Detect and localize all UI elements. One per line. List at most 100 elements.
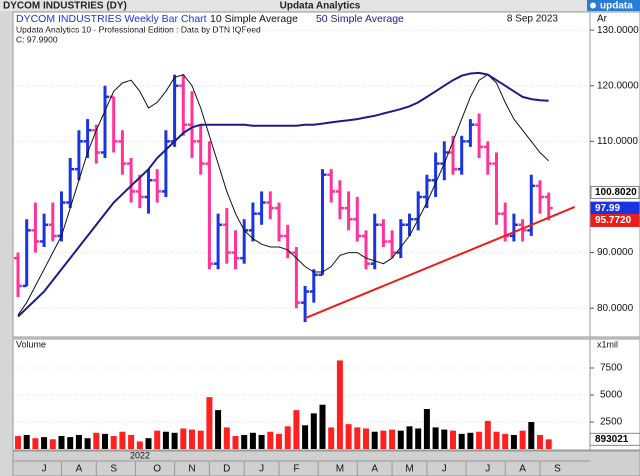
volume-bar (302, 425, 309, 449)
volume-bar (363, 428, 369, 449)
y-tick-label: 7500 (600, 363, 623, 374)
volume-bar (84, 438, 91, 449)
close-label: C: 97.9900 (16, 34, 58, 44)
axis-tag: Ar (597, 14, 608, 25)
volume-bar (93, 432, 100, 449)
x-tick-label: M (336, 464, 344, 475)
x-tick-label: A (76, 464, 83, 475)
x-tick-label: O (153, 464, 161, 475)
volume-bar (537, 434, 543, 449)
y-tick-label: 5000 (600, 390, 623, 401)
volume-bar (354, 427, 361, 449)
volume-panel (12, 338, 591, 451)
volume-bar (336, 360, 343, 449)
y-tick-label: 130.0000 (597, 25, 639, 36)
trend-line (304, 206, 576, 320)
volume-bar (528, 422, 535, 449)
volume-bar (371, 431, 378, 449)
title-bar (0, 0, 640, 11)
volume-bar (493, 431, 500, 449)
legend-entry: 10 Simple Average (210, 13, 298, 25)
volume-bar (276, 433, 282, 449)
volume-bar (510, 434, 517, 449)
volume-bar (110, 436, 117, 449)
y-tick-label: 80.0000 (597, 303, 634, 314)
volume-bar (328, 427, 335, 449)
volume-bar (293, 410, 300, 449)
volume-bar (476, 431, 483, 449)
volume-bar (145, 438, 152, 449)
x-tick-label: D (223, 464, 230, 475)
brand-name: updata (600, 1, 633, 12)
volume-bar (136, 441, 143, 449)
volume-marker (589, 432, 640, 446)
volume-bar (458, 433, 465, 449)
x-tick-label: J (442, 464, 447, 475)
volume-title: Volume (16, 339, 46, 349)
price-marker (590, 186, 640, 200)
volume-bar (189, 429, 195, 449)
volume-bar (258, 434, 265, 449)
volume-bar (319, 404, 326, 449)
volume-bar (223, 427, 230, 449)
volume-bar (267, 431, 274, 449)
volume-bar (397, 430, 404, 449)
volume-bar (75, 434, 82, 449)
y-tick-label: 110.0000 (597, 136, 638, 147)
volume-bar (519, 430, 526, 449)
subtitle: Updata Analytics 10 - Professional Editi… (16, 24, 261, 34)
volume-bar (241, 434, 248, 449)
price-marker-label: 95.7720 (595, 215, 632, 226)
volume-bar (502, 433, 509, 449)
y-tick-label: 90.0000 (597, 247, 634, 258)
y-tick-label: 2500 (600, 417, 623, 428)
legend-entry: 50 Simple Average (316, 13, 404, 25)
volume-bar (15, 436, 21, 449)
volume-bar (467, 432, 474, 449)
volume-bar (345, 424, 352, 449)
symbol: DYCOM INDUSTRIES Weekly Bar Chart (16, 13, 207, 25)
volume-bar (215, 410, 222, 449)
y-tick-label: 120.0000 (597, 80, 639, 91)
volume-bar (180, 428, 187, 449)
price-marker-label: 97.99 (595, 203, 620, 214)
volume-bar (162, 431, 169, 449)
volume-bar (432, 427, 439, 449)
price-panel (12, 11, 591, 338)
moving-average (17, 71, 549, 318)
volume-bar (41, 437, 48, 449)
volume-bar (380, 430, 387, 449)
volume-bar (450, 430, 456, 449)
x-tick-label: S (110, 464, 117, 475)
volume-bar (406, 426, 413, 449)
volume-bar (206, 397, 213, 449)
volume-bar (284, 426, 291, 449)
x-tick-label: F (293, 464, 299, 475)
volume-bar (423, 409, 430, 449)
x-tick-label: J (485, 464, 490, 475)
volume-bar (232, 436, 239, 449)
price-marker (590, 213, 640, 227)
volume-bar (441, 429, 448, 449)
volume-unit: x1mil (597, 339, 618, 349)
volume-bar (389, 429, 396, 449)
volume-bar (197, 430, 204, 449)
year-label: 2022 (130, 450, 150, 460)
price-axis (589, 11, 640, 338)
volume-bar (310, 413, 317, 449)
symbol-name: DYCOM INDUSTRIES (DY) (3, 1, 127, 12)
x-tick-label: A (371, 464, 378, 475)
brand-icon (590, 2, 596, 9)
x-tick-label: N (188, 464, 195, 475)
price-marker-label: 100.8020 (595, 187, 637, 198)
volume-bar (119, 431, 126, 449)
volume-bar (249, 432, 256, 449)
volume-bar (545, 439, 552, 449)
volume-bar (102, 433, 108, 449)
volume-bar (128, 434, 135, 449)
x-tick-label: M (405, 464, 413, 475)
volume-bar (23, 434, 30, 449)
volume-bar (58, 436, 65, 449)
volume-bar (67, 437, 74, 449)
